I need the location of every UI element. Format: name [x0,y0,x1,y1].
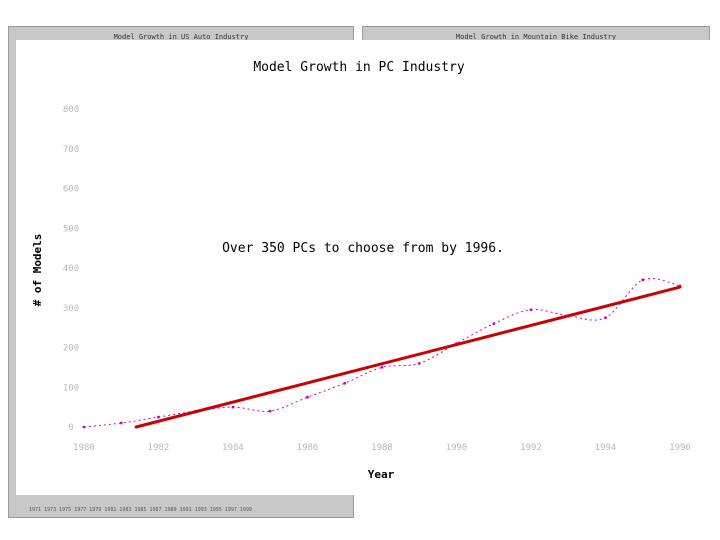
background-axis-tick: 1991 [179,507,195,513]
y-tick-label: 400 [63,264,79,274]
background-axis-tick: 1999 [239,507,252,513]
background-axis-tick: 1975 [59,507,75,513]
y-axis-label: # of Models [31,234,44,307]
x-tick-label: 1990 [446,443,468,453]
data-point [641,278,645,282]
background-axis-tick: 1987 [149,507,165,513]
x-tick-label: 1988 [371,443,393,453]
background-chart-auto-x-axis: 1971 1973 1975 1977 1979 1981 1983 1985 … [29,507,345,513]
data-point [82,425,86,429]
background-chart-bike-title: Model Growth in Mountain Bike Industry [455,33,617,41]
data-point [604,316,607,320]
y-axis-ticks: 0 100 200 300 400 500 600 700 800 [63,105,79,433]
data-point [268,409,272,413]
data-point [380,365,384,369]
data-point [231,405,235,409]
data-point [119,421,123,425]
background-axis-tick: 1977 [74,507,90,513]
x-tick-label: 1996 [669,443,691,453]
y-tick-label: 500 [63,224,79,234]
data-point [306,395,309,399]
main-chart-panel: Model Growth in PC Industry 0 100 200 300 40… [16,40,712,495]
data-point [529,308,533,312]
background-axis-tick: 1985 [134,507,150,513]
background-axis-tick: 1983 [119,507,135,513]
x-tick-label: 1986 [297,443,319,453]
background-axis-tick: 1979 [89,507,105,513]
x-axis-label: Year [368,468,395,481]
background-axis-tick: 1989 [164,507,180,513]
x-tick-label: 1994 [595,443,617,453]
trend-line [134,285,682,429]
y-tick-label: 700 [63,145,79,155]
y-tick-label: 600 [63,185,79,195]
y-tick-label: 300 [63,304,79,314]
y-tick-label: 0 [68,423,73,433]
background-axis-tick: 1981 [104,507,120,513]
x-axis-ticks: 1980 1982 1984 1986 1988 1990 1992 1994 1996 [73,443,691,453]
y-tick-label: 200 [63,344,79,354]
x-tick-label: 1980 [73,443,95,453]
background-axis-tick: 1995 [209,507,225,513]
data-point [343,381,347,385]
background-axis-tick: 1971 [29,507,45,513]
y-tick-label: 800 [63,105,79,115]
background-axis-tick: 1993 [194,507,210,513]
series-layer [82,277,682,429]
x-tick-label: 1992 [520,443,542,453]
background-axis-tick: 1973 [44,507,60,513]
data-point [492,322,496,326]
x-tick-label: 1982 [148,443,170,453]
data-point [157,415,160,419]
chart-title: Model Growth in PC Industry [253,60,464,75]
y-tick-label: 100 [63,383,79,393]
background-axis-tick: 1997 [224,507,240,513]
main-chart: Model Growth in PC Industry 0 100 200 300 40… [31,60,691,481]
data-series-line [83,277,681,428]
data-point [417,362,421,365]
x-tick-label: 1984 [222,443,244,453]
chart-annotation: Over 350 PCs to choose from by 1996. [222,241,504,256]
background-chart-auto-title: Model Growth in US Auto Industry [113,33,249,41]
